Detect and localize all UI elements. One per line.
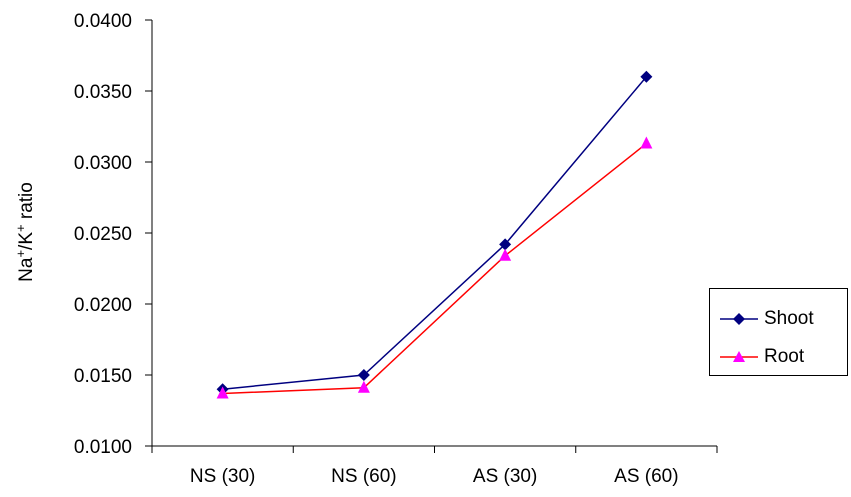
- legend-marker-shoot: [720, 313, 758, 325]
- x-tick-label: AS (60): [614, 466, 678, 487]
- y-tick-label: 0.0400: [74, 11, 132, 32]
- data-point-shoot: [640, 70, 653, 83]
- y-tick-label: 0.0100: [74, 437, 132, 458]
- legend-item-shoot: Shoot: [710, 307, 814, 331]
- series-line-shoot: [222, 76, 647, 390]
- legend: Shoot Root: [709, 288, 848, 376]
- y-tick-label: 0.0250: [74, 224, 132, 245]
- series-line-root: [222, 142, 647, 395]
- series-layer: [216, 70, 653, 399]
- axes: [145, 19, 718, 453]
- y-tick-label: 0.0150: [74, 366, 132, 387]
- x-tick-label: NS (30): [190, 466, 255, 487]
- data-point-shoot: [499, 238, 512, 251]
- data-point-root: [216, 386, 229, 399]
- data-point-root: [357, 380, 370, 393]
- x-tick-label: AS (30): [473, 466, 537, 487]
- y-axis-label: Na+/K+ ratio: [13, 182, 38, 282]
- y-tick-label: 0.0350: [74, 82, 132, 103]
- legend-label-root: Root: [764, 346, 805, 367]
- data-point-shoot: [357, 369, 370, 381]
- legend-marker-root: [720, 351, 758, 362]
- labels: 0.0100 0.0150 0.0200 0.0250 0.0300 0.0350 0.04…: [74, 11, 679, 487]
- x-tick-label: NS (60): [331, 466, 396, 487]
- data-point-root: [499, 248, 512, 261]
- y-tick-label: 0.0200: [74, 295, 132, 316]
- data-point-root: [640, 136, 653, 149]
- legend-label-shoot: Shoot: [764, 308, 814, 329]
- y-tick-label: 0.0300: [74, 153, 132, 174]
- legend-item-root: Root: [710, 345, 804, 369]
